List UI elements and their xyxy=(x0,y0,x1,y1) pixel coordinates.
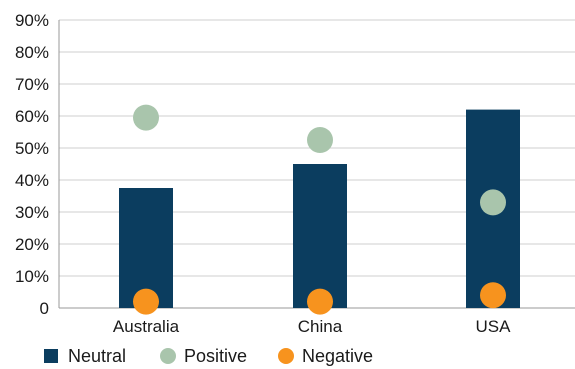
legend-swatch-positive xyxy=(160,348,176,364)
legend-swatch-neutral xyxy=(44,349,58,363)
point-positive-usa xyxy=(480,189,506,216)
y-tick-label: 20% xyxy=(15,235,49,254)
point-negative-usa xyxy=(480,282,506,309)
y-tick-label: 90% xyxy=(15,11,49,30)
x-category-label: Australia xyxy=(113,317,180,336)
legend: Neutral Positive Negative xyxy=(44,346,373,366)
y-tick-label: 10% xyxy=(15,267,49,286)
point-positive-china xyxy=(307,127,333,153)
point-positive-australia xyxy=(133,104,159,131)
bar-neutral-australia xyxy=(119,188,173,308)
y-tick-label: 50% xyxy=(15,139,49,158)
y-tick-label: 60% xyxy=(15,107,49,126)
y-axis-tick-labels: 0 10% 20% 30% 40% 50% 60% 70% 80% 90% xyxy=(15,11,49,318)
y-tick-label: 70% xyxy=(15,75,49,94)
point-negative-australia xyxy=(133,288,159,315)
legend-label-positive: Positive xyxy=(184,346,247,366)
x-axis-category-labels: Australia China USA xyxy=(113,317,511,336)
legend-label-neutral: Neutral xyxy=(68,346,126,366)
points xyxy=(133,104,506,315)
x-category-label: USA xyxy=(476,317,512,336)
bars xyxy=(119,109,520,308)
point-negative-china xyxy=(307,288,333,315)
y-tick-label: 0 xyxy=(40,299,49,318)
x-category-label: China xyxy=(298,317,343,336)
y-tick-label: 30% xyxy=(15,203,49,222)
bar-neutral-china xyxy=(293,164,347,308)
legend-label-negative: Negative xyxy=(302,346,373,366)
legend-swatch-negative xyxy=(278,348,294,364)
y-tick-label: 40% xyxy=(15,171,49,190)
y-tick-label: 80% xyxy=(15,43,49,62)
